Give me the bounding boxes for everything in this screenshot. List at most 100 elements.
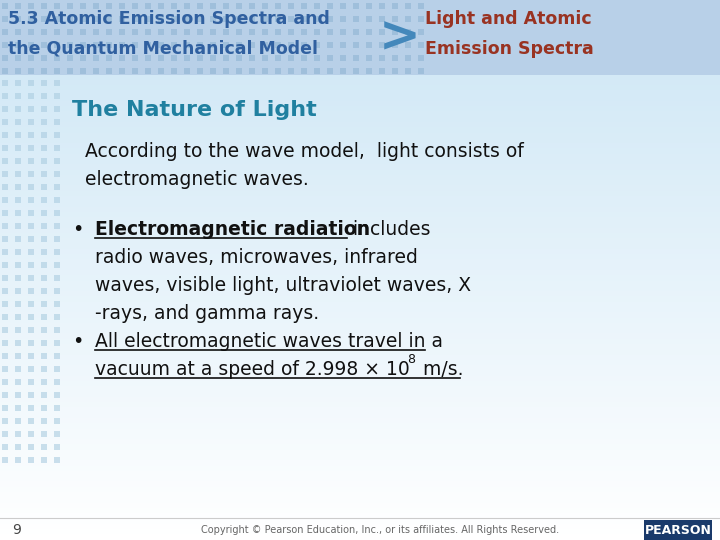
Bar [0,471,720,472]
Bar [0,184,720,185]
Bar [0,128,720,129]
Text: includes: includes [347,220,431,239]
Bar [0,361,720,362]
Bar [0,206,720,207]
Bar [0,536,720,537]
Bar [0,83,720,84]
Bar [0,146,720,147]
Bar [0,189,720,190]
Bar [0,469,720,470]
Bar [0,282,720,283]
Bar [0,235,720,236]
Bar [0,57,720,58]
Bar [0,497,720,498]
Bar [0,522,720,523]
Bar [0,27,720,28]
Bar [0,276,720,277]
Bar [0,403,720,404]
Bar [0,99,720,100]
Bar [0,180,720,181]
Bar [0,323,720,324]
Bar [0,528,720,529]
Bar [0,0,720,1]
Bar [0,109,720,110]
Bar [0,296,720,297]
Text: All electromagnetic waves travel in a: All electromagnetic waves travel in a [95,332,443,351]
Bar [0,294,720,295]
Bar [0,55,720,56]
Bar [0,436,720,437]
Bar [0,441,720,442]
Bar [0,385,720,386]
Bar [0,86,720,87]
Text: vacuum at a speed of 2.998 × 10: vacuum at a speed of 2.998 × 10 [95,360,410,379]
Bar [0,205,720,206]
Bar [0,40,720,41]
Bar [0,50,720,51]
Bar [0,433,720,434]
Bar [0,9,720,10]
Bar [0,5,720,6]
Bar [0,297,720,298]
Bar [0,263,720,264]
Bar [0,423,720,424]
Bar [0,412,720,413]
Bar [0,61,720,62]
Bar [0,76,720,77]
Bar [0,333,720,334]
Bar [0,537,720,538]
Bar [0,291,720,292]
Bar [0,311,720,312]
Bar [0,490,720,491]
Bar [0,210,720,211]
Bar [0,24,720,25]
Bar [0,427,720,428]
Bar [0,494,720,495]
Bar [0,182,720,183]
Bar [0,110,720,111]
Bar [0,162,720,163]
Bar [0,380,720,381]
Bar [0,329,720,330]
Bar [0,496,720,497]
Bar [0,69,720,70]
Bar [0,202,720,203]
Bar [0,392,720,393]
Bar [0,513,720,514]
Bar [0,506,720,507]
Bar [0,139,720,140]
Bar [0,82,720,83]
Bar [0,398,720,399]
Bar [0,266,720,267]
Bar [0,285,720,286]
Bar [0,341,720,342]
Bar [0,428,720,429]
Bar [0,118,720,119]
Bar [0,336,720,337]
Bar [0,456,720,457]
Bar [0,505,720,506]
Bar [0,386,720,387]
Bar [0,54,720,55]
Bar [0,237,720,238]
Bar [0,470,720,471]
Text: radio waves, microwaves, infrared: radio waves, microwaves, infrared [95,248,418,267]
Bar [0,481,720,482]
Bar [0,249,720,250]
Bar [0,251,720,252]
Bar [0,367,720,368]
Bar [0,476,720,477]
Bar [0,478,720,479]
Bar [0,358,720,359]
Text: •: • [72,332,84,351]
Bar [0,186,720,187]
Bar [0,52,720,53]
Bar [0,472,720,473]
Bar [0,49,720,50]
Bar [0,402,720,403]
Bar [0,250,720,251]
Bar [0,465,720,466]
Bar [0,226,720,227]
Bar [0,324,720,325]
Bar [0,419,720,420]
